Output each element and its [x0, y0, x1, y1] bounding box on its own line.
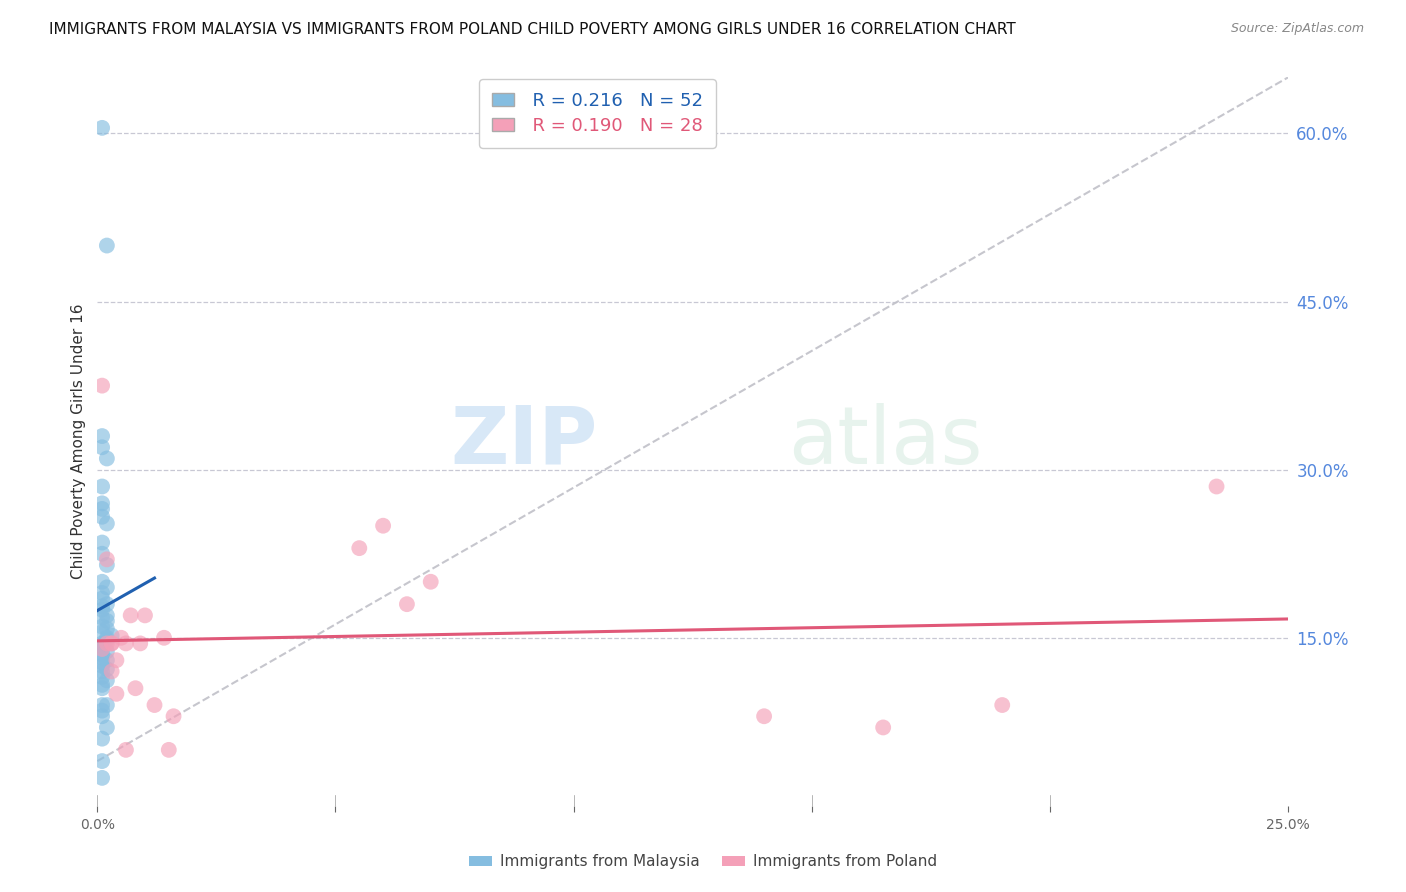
Point: [419, 574, 441, 589]
Point: [91, 754, 114, 768]
Point: [96, 633, 118, 648]
Point: [100, 665, 122, 679]
Point: [162, 709, 184, 723]
Point: [991, 698, 1014, 712]
Point: [371, 518, 394, 533]
Point: [91, 120, 114, 135]
Point: [91, 619, 114, 633]
Point: [96, 653, 118, 667]
Point: [96, 614, 118, 628]
Point: [91, 704, 114, 718]
Point: [91, 771, 114, 785]
Text: Source: ZipAtlas.com: Source: ZipAtlas.com: [1230, 22, 1364, 36]
Point: [96, 631, 118, 645]
Legend:   R = 0.216   N = 52,   R = 0.190   N = 28: R = 0.216 N = 52, R = 0.190 N = 28: [479, 79, 716, 148]
Text: ZIP: ZIP: [450, 402, 598, 481]
Point: [91, 681, 114, 696]
Point: [129, 636, 152, 650]
Point: [105, 653, 128, 667]
Point: [124, 681, 146, 696]
Point: [91, 509, 114, 524]
Point: [91, 496, 114, 510]
Point: [91, 378, 114, 392]
Point: [91, 656, 114, 670]
Point: [96, 580, 118, 594]
Point: [91, 731, 114, 746]
Point: [91, 599, 114, 614]
Point: [91, 698, 114, 712]
Point: [96, 516, 118, 531]
Point: [96, 608, 118, 623]
Point: [91, 429, 114, 443]
Point: [96, 636, 118, 650]
Point: [100, 629, 122, 643]
Point: [91, 586, 114, 600]
Point: [157, 743, 180, 757]
Point: [91, 479, 114, 493]
Text: IMMIGRANTS FROM MALAYSIA VS IMMIGRANTS FROM POLAND CHILD POVERTY AMONG GIRLS UND: IMMIGRANTS FROM MALAYSIA VS IMMIGRANTS F…: [49, 22, 1017, 37]
Point: [91, 709, 114, 723]
Point: [395, 597, 418, 611]
Point: [91, 535, 114, 549]
Point: [96, 721, 118, 735]
Point: [96, 552, 118, 566]
Point: [91, 547, 114, 561]
Legend: Immigrants from Malaysia, Immigrants from Poland: Immigrants from Malaysia, Immigrants fro…: [463, 848, 943, 875]
Point: [153, 631, 176, 645]
Point: [105, 687, 128, 701]
Point: [752, 709, 775, 723]
Point: [100, 636, 122, 650]
Y-axis label: Child Poverty Among Girls Under 16: Child Poverty Among Girls Under 16: [72, 304, 86, 580]
Point: [91, 591, 114, 606]
Point: [872, 721, 894, 735]
Point: [100, 636, 122, 650]
Point: [91, 639, 114, 653]
Point: [96, 698, 118, 712]
Point: [115, 743, 138, 757]
Point: [96, 558, 118, 572]
Point: [91, 642, 114, 657]
Point: [96, 451, 118, 466]
Point: [91, 574, 114, 589]
Point: [110, 631, 132, 645]
Point: [96, 662, 118, 676]
Point: [91, 658, 114, 673]
Point: [91, 440, 114, 454]
Point: [96, 597, 118, 611]
Point: [91, 502, 114, 516]
Point: [96, 644, 118, 658]
Point: [96, 673, 118, 688]
Point: [96, 622, 118, 636]
Point: [91, 665, 114, 679]
Point: [91, 636, 114, 650]
Point: [115, 636, 138, 650]
Point: [134, 608, 156, 623]
Point: [91, 642, 114, 657]
Point: [1205, 479, 1227, 493]
Point: [143, 698, 166, 712]
Point: [120, 608, 142, 623]
Point: [96, 238, 118, 252]
Point: [91, 610, 114, 624]
Point: [91, 678, 114, 692]
Point: [91, 648, 114, 662]
Text: atlas: atlas: [787, 402, 983, 481]
Point: [91, 625, 114, 640]
Point: [349, 541, 371, 556]
Point: [91, 670, 114, 684]
Point: [91, 651, 114, 665]
Point: [91, 603, 114, 617]
